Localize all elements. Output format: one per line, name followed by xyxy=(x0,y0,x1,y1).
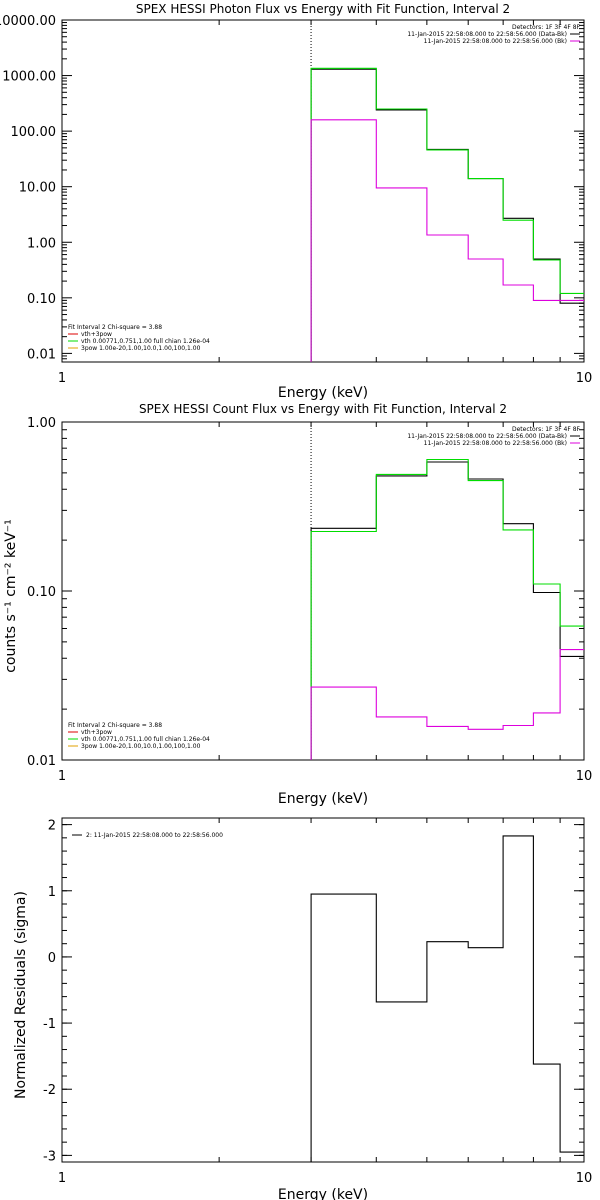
series-line-1 xyxy=(310,68,584,362)
series-line-3 xyxy=(310,119,584,362)
series-line-2 xyxy=(310,67,584,362)
x-axis-label: Energy (keV) xyxy=(278,1187,368,1200)
x-tick-label: 1 xyxy=(58,371,66,386)
y-tick-label: 1.00 xyxy=(27,236,56,251)
legend-item: 11-Jan-2015 22:58:08.000 to 22:58:56.000… xyxy=(424,440,567,447)
y-axis-label: counts s⁻¹ cm⁻² keV⁻¹ xyxy=(3,519,19,673)
chart-title: SPEX HESSI Photon Flux vs Energy with Fi… xyxy=(136,2,510,16)
chart-title: SPEX HESSI Count Flux vs Energy with Fit… xyxy=(139,402,507,416)
y-axis-label: Normalized Residuals (sigma) xyxy=(13,891,29,1099)
x-tick-label: 1 xyxy=(58,1171,66,1186)
series-line-1 xyxy=(310,461,584,760)
legend-header: Fit Interval 2 Chi-square = 3.88 xyxy=(68,324,162,331)
x-axis-label: Energy (keV) xyxy=(278,385,368,401)
y-tick-label: -2 xyxy=(43,1083,56,1098)
y-tick-label: 100.00 xyxy=(11,125,57,140)
legend-item: vth 0.00771,0.751,1.00 full chian 1.26e-… xyxy=(81,338,210,345)
legend-item: 11-Jan-2015 22:58:08.000 to 22:58:56.000… xyxy=(424,38,567,45)
y-tick-label: 10000.00 xyxy=(0,14,56,29)
x-tick-label: 10 xyxy=(576,371,593,386)
legend-header: Fit Interval 2 Chi-square = 3.88 xyxy=(68,722,162,729)
legend-item: vth+3pow xyxy=(81,729,112,736)
y-tick-label: 0.10 xyxy=(27,585,56,600)
x-tick-label: 10 xyxy=(576,769,593,784)
chart-panel-3: 1 10 -3 -2 -1 0 1 2 Energy (keV) Normalized Resid… xyxy=(13,817,593,1200)
y-tick-label: 2 xyxy=(48,819,56,834)
series-line-1 xyxy=(310,835,584,1162)
legend-item: 3pow 1.00e-20,1.00,10.0,1.00,100,1.00 xyxy=(81,345,201,352)
chart-panel-2: SPEX HESSI Count Flux vs Energy with Fit… xyxy=(3,402,592,807)
y-tick-label: 1.00 xyxy=(27,416,56,431)
y-tick-label: 0 xyxy=(48,951,56,966)
y-tick-label: -1 xyxy=(43,1017,56,1032)
x-tick-label: 10 xyxy=(576,1171,593,1186)
legend-item: 3pow 1.00e-20,1.00,10.0,1.00,100,1.00 xyxy=(81,743,201,750)
plot-area-frame xyxy=(61,817,585,1163)
series-line-2 xyxy=(310,458,584,760)
chart-panel-1: SPEX HESSI Photon Flux vs Energy with Fi… xyxy=(0,2,592,401)
y-tick-label: 0.10 xyxy=(27,292,56,307)
x-axis-label: Energy (keV) xyxy=(278,791,368,807)
legend-item: vth 0.00771,0.751,1.00 full chian 1.26e-… xyxy=(81,736,210,743)
legend-item: 11-Jan-2015 22:58:08.000 to 22:58:56.000… xyxy=(407,31,567,38)
legend-item: 11-Jan-2015 22:58:08.000 to 22:58:56.000… xyxy=(407,433,567,440)
y-tick-label: 1 xyxy=(48,885,56,900)
legend-header: Detectors: 1F 3F 4F 8F xyxy=(512,426,581,433)
legend-item: vth+3pow xyxy=(81,331,112,338)
y-tick-label: 10.00 xyxy=(19,181,56,196)
series-line-3 xyxy=(310,649,584,760)
legend-header: Detectors: 1F 3F 4F 8F xyxy=(512,24,581,31)
x-tick-label: 1 xyxy=(58,769,66,784)
legend-item: 2: 11-Jan-2015 22:58:08.000 to 22:58:56.… xyxy=(86,832,223,839)
y-tick-label: 0.01 xyxy=(27,347,56,362)
plot-area-frame xyxy=(61,19,585,363)
plot-area-frame xyxy=(61,421,585,761)
y-tick-label: 0.01 xyxy=(27,754,56,769)
y-tick-label: 1000.00 xyxy=(2,70,56,85)
y-tick-label: -3 xyxy=(43,1149,56,1164)
